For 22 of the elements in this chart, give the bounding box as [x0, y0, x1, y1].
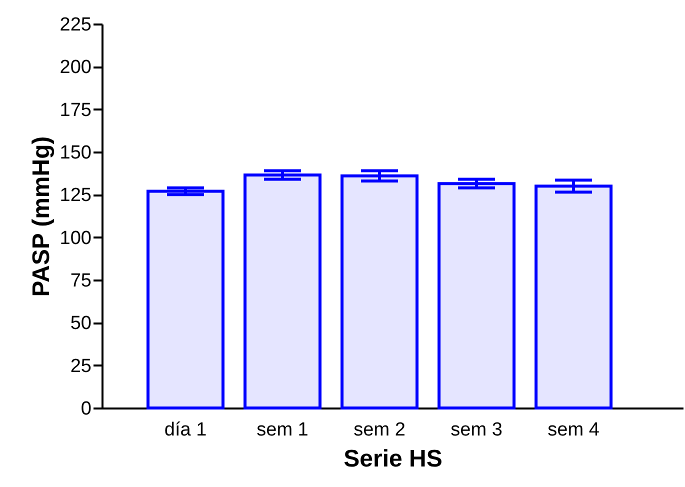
y-tick-label: 125 — [60, 185, 92, 206]
x-tick-label: sem 1 — [256, 420, 308, 440]
x-tick-label: sem 3 — [450, 420, 502, 440]
y-tick-label: 50 — [70, 313, 92, 334]
y-tick-label: 150 — [60, 142, 92, 164]
y-tick-label: 100 — [60, 228, 92, 249]
bar — [244, 174, 322, 410]
x-axis-title: Serie HS — [344, 446, 442, 472]
y-tick-label: 200 — [60, 57, 92, 78]
bar — [438, 182, 516, 410]
y-tick-label: 25 — [70, 356, 92, 377]
y-tick-label: 175 — [60, 100, 92, 121]
y-tick-label: 75 — [70, 270, 92, 292]
y-tick-label: 225 — [60, 14, 92, 36]
bar — [146, 190, 224, 410]
x-tick-label: día 1 — [164, 420, 207, 440]
x-tick-label: sem 2 — [354, 420, 406, 440]
bar — [534, 184, 613, 410]
bar — [340, 174, 419, 410]
x-tick-label: sem 4 — [548, 420, 600, 440]
y-axis-title: PASP (mmHg) — [28, 136, 55, 297]
y-tick-label: 0 — [80, 398, 92, 420]
